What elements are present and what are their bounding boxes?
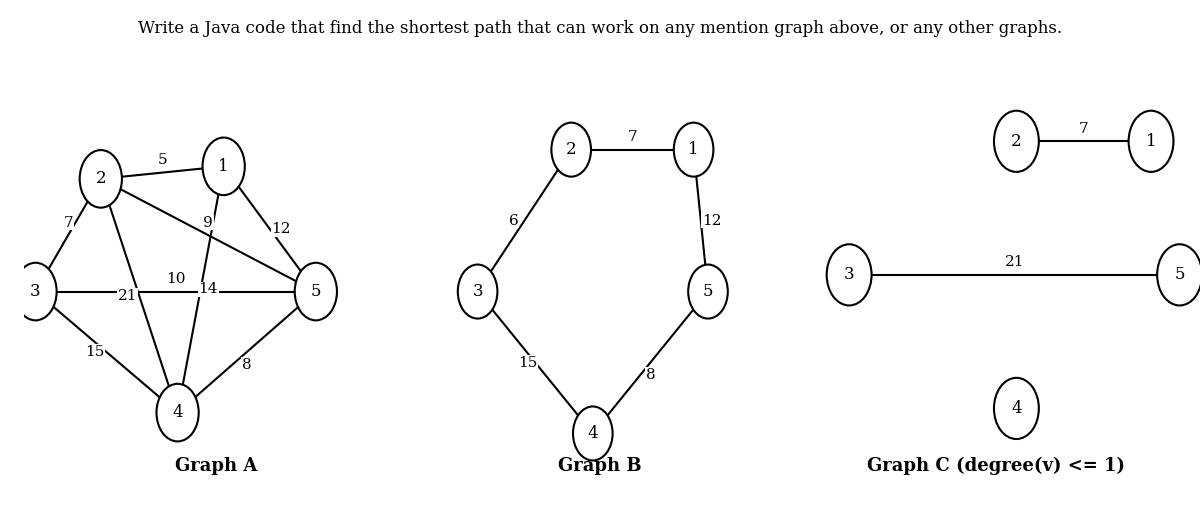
Text: 5: 5 [311,283,322,300]
Ellipse shape [79,150,122,208]
Text: 5: 5 [1175,266,1184,284]
Text: 4: 4 [173,404,182,421]
Ellipse shape [1157,244,1200,305]
Text: 7: 7 [628,130,637,144]
Text: 2: 2 [1012,133,1021,150]
Text: 8: 8 [242,358,252,372]
Text: 12: 12 [702,214,721,228]
Ellipse shape [14,263,56,320]
Ellipse shape [458,265,498,319]
Text: Graph C (degree(v) <= 1): Graph C (degree(v) <= 1) [866,457,1126,475]
Ellipse shape [689,265,727,319]
Text: 3: 3 [30,283,41,300]
Ellipse shape [203,137,245,195]
Text: 3: 3 [473,283,482,300]
Text: 7: 7 [1079,122,1088,136]
Text: 7: 7 [64,216,73,230]
Text: 12: 12 [271,222,292,236]
Text: 15: 15 [85,345,104,359]
Ellipse shape [295,263,337,320]
Text: 4: 4 [588,425,598,442]
Text: 4: 4 [1012,400,1021,417]
Text: 21: 21 [118,289,138,303]
Ellipse shape [552,123,590,177]
Ellipse shape [994,378,1039,439]
Text: Graph B: Graph B [558,457,642,475]
Text: 1: 1 [218,158,229,175]
Text: 6: 6 [509,214,518,228]
Ellipse shape [827,244,871,305]
Text: Graph A: Graph A [175,457,257,475]
Text: 15: 15 [518,355,538,370]
Ellipse shape [994,110,1039,172]
Text: 2: 2 [566,141,576,158]
Text: 1: 1 [689,141,698,158]
Ellipse shape [674,123,713,177]
Text: 8: 8 [646,368,655,382]
Ellipse shape [156,384,199,441]
Text: 1: 1 [1146,133,1157,150]
Text: 5: 5 [157,153,167,167]
Text: 9: 9 [204,216,214,230]
Text: 3: 3 [844,266,854,284]
Text: 2: 2 [96,171,106,187]
Text: 14: 14 [198,282,218,296]
Ellipse shape [574,407,612,461]
Ellipse shape [1128,110,1174,172]
Text: 21: 21 [1004,256,1024,269]
Text: 10: 10 [166,272,186,286]
Text: Write a Java code that find the shortest path that can work on any mention graph: Write a Java code that find the shortest… [138,20,1062,37]
Text: 5: 5 [703,283,713,300]
